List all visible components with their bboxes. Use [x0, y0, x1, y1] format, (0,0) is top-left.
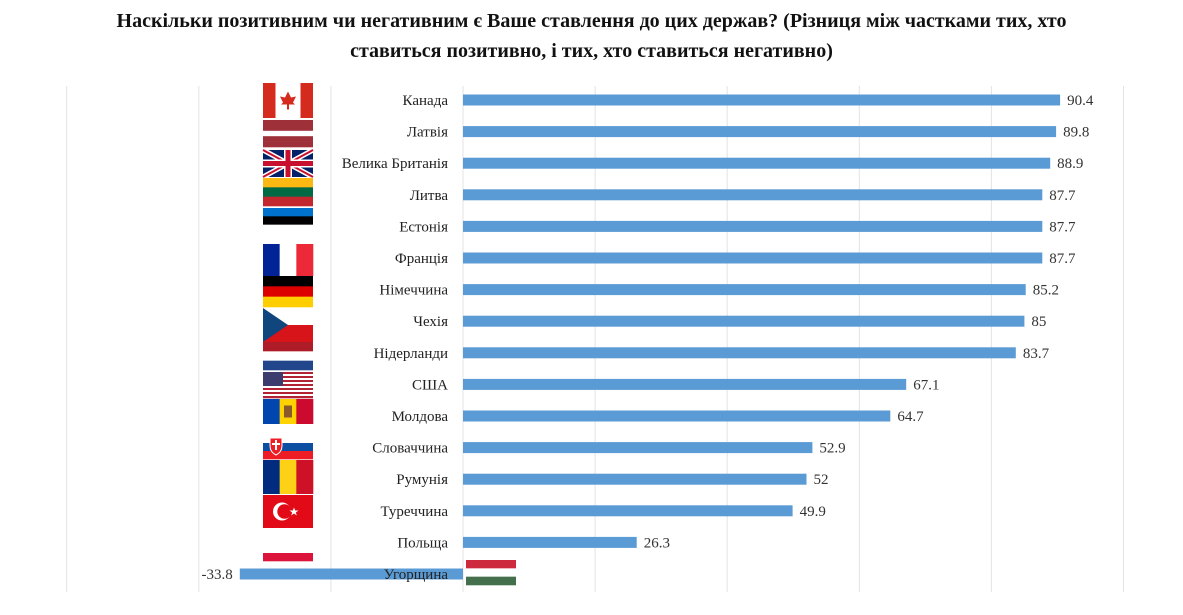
category-label: Німеччина: [379, 283, 448, 299]
flag-hungary-icon: [466, 560, 516, 586]
flag-germany-icon: [263, 276, 313, 308]
value-label: 52.9: [819, 441, 845, 457]
value-label: 64.7: [897, 409, 924, 425]
bar-9: [463, 378, 907, 390]
category-label: США: [412, 377, 448, 393]
category-label: Чехія: [413, 314, 448, 330]
category-label: Словаччина: [372, 441, 448, 457]
value-label: 85.2: [1033, 283, 1059, 299]
bar-5: [463, 252, 1043, 264]
flag-poland-icon: [263, 545, 313, 562]
bar-2: [463, 157, 1051, 169]
bar-15: [239, 568, 463, 580]
value-label: 85: [1031, 314, 1046, 330]
flag-canada-icon: [263, 83, 313, 118]
category-label: Франція: [395, 251, 448, 267]
chart-title-line-1: Наскільки позитивним чи негативним є Ваш…: [116, 10, 1067, 32]
value-label: 87.7: [1049, 251, 1076, 267]
category-label: Латвія: [407, 125, 448, 141]
flag-czechia-icon: [263, 308, 313, 343]
value-label: 52: [813, 472, 828, 488]
value-label: 26.3: [644, 535, 670, 551]
grid-layer: [66, 86, 1124, 592]
category-label: Литва: [410, 188, 449, 204]
category-label: Угорщина: [384, 567, 449, 583]
chart-title: Наскільки позитивним чи негативним є Ваш…: [0, 6, 1183, 66]
value-label: 90.4: [1067, 93, 1094, 109]
bar-3: [463, 189, 1043, 201]
flag-romania-icon: [263, 460, 314, 494]
value-label: -33.8: [202, 567, 233, 583]
category-label: Велика Британія: [342, 156, 448, 172]
flag-france-icon: [263, 244, 314, 276]
value-label: 49.9: [800, 504, 826, 520]
bar-8: [463, 347, 1016, 359]
bar-4: [463, 220, 1043, 232]
category-label: Польща: [397, 535, 448, 551]
bar-layer: [239, 94, 1061, 580]
category-label: Молдова: [392, 409, 449, 425]
flag-moldova-icon: [263, 399, 314, 424]
bar-14: [463, 536, 637, 548]
bar-12: [463, 473, 807, 485]
flag-turkey-icon: [263, 495, 313, 528]
category-label: Естонія: [399, 219, 448, 235]
flag-layer: [261, 83, 516, 586]
value-label: 89.8: [1063, 125, 1089, 141]
value-label: 87.7: [1049, 219, 1076, 235]
label-layer: Канада 90.4 Латвія 89.8 Велика Британія 88.9 Л…: [202, 93, 1094, 583]
flag-latvia-icon: [263, 120, 313, 148]
bar-7: [463, 315, 1025, 327]
category-label: Нідерланди: [374, 346, 448, 362]
category-label: Туреччина: [381, 504, 449, 520]
flag-usa-icon: [263, 372, 313, 399]
chart-title-line-2: ставиться позитивно, і тих, хто ставитьс…: [350, 40, 833, 62]
bar-0: [463, 94, 1061, 106]
bar-1: [463, 126, 1057, 138]
bar-10: [463, 410, 891, 422]
category-label: Канада: [403, 93, 449, 109]
bar-6: [463, 284, 1026, 296]
flag-uk-icon: [261, 147, 315, 180]
flag-estonia-icon: [263, 208, 313, 234]
value-label: 83.7: [1023, 346, 1050, 362]
flag-netherlands-icon: [263, 342, 313, 371]
bar-11: [463, 442, 813, 454]
bar-13: [463, 505, 793, 517]
flag-lithuania-icon: [263, 178, 313, 207]
value-label: 67.1: [913, 377, 939, 393]
value-label: 87.7: [1049, 188, 1076, 204]
value-label: 88.9: [1057, 156, 1083, 172]
category-label: Румунія: [396, 472, 448, 488]
flag-slovakia-icon: [263, 435, 313, 460]
